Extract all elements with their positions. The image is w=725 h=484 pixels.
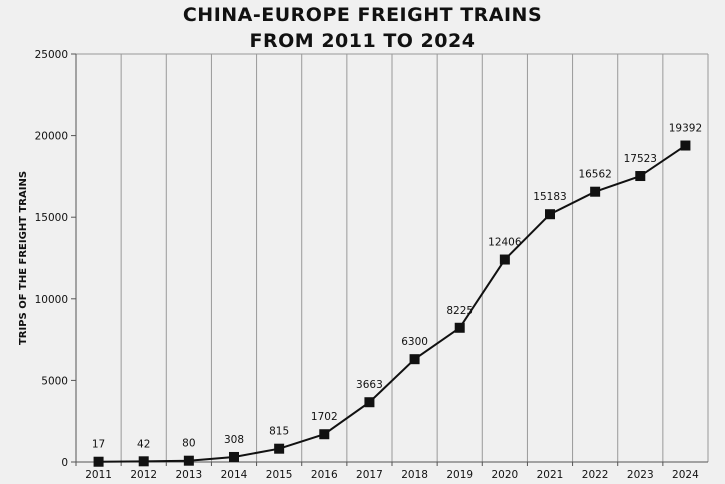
y-tick-label: 15000 (35, 212, 68, 224)
x-tick-label: 2016 (311, 469, 338, 481)
data-label: 42 (137, 438, 150, 450)
data-label: 8225 (446, 305, 473, 317)
data-label: 3663 (356, 379, 383, 391)
data-label: 16562 (578, 169, 611, 181)
series (93, 140, 691, 467)
data-label: 815 (269, 426, 289, 438)
y-tick-label: 25000 (35, 49, 68, 61)
y-tick-label: 5000 (41, 375, 68, 387)
data-point-marker (590, 186, 601, 197)
data-label: 17523 (624, 153, 657, 165)
grid (76, 53, 709, 462)
data-label: 19392 (669, 123, 702, 135)
x-tick-label: 2012 (130, 469, 157, 481)
series-line (98, 144, 686, 463)
data-point-marker (274, 443, 285, 454)
x-tick-label: 2017 (356, 469, 383, 481)
data-point-marker (680, 140, 691, 151)
data-label: 17 (92, 439, 105, 451)
data-point-marker (635, 171, 646, 182)
x-tick-label: 2018 (401, 469, 428, 481)
axes: 0 5000 10000 15000 20000 25000 2011 2012 2013 201… (35, 49, 708, 481)
data-point-marker (409, 354, 420, 365)
data-point-marker (138, 456, 149, 467)
x-tick-label: 2013 (175, 469, 202, 481)
y-axis-label: TRIPS OF THE FREIGHT TRAINS (18, 171, 29, 345)
data-point-marker (499, 254, 510, 265)
data-label: 15183 (533, 191, 566, 203)
data-point-marker (229, 451, 239, 462)
chart-title: CHINA-EUROPE FREIGHT TRAINS FROM 2011 TO… (0, 2, 725, 54)
data-point-marker (545, 209, 555, 220)
data-point-marker (93, 456, 104, 467)
data-label: 12406 (488, 237, 522, 249)
data-label: 80 (182, 438, 195, 450)
data-labels: 17 42 80 308 815 1702 3663 6300 8225 12406 15183 16… (92, 123, 702, 451)
data-point-marker (454, 322, 465, 333)
x-tick-label: 2014 (221, 469, 248, 481)
x-tick-label: 2024 (672, 469, 699, 481)
x-tick-label: 2022 (582, 469, 609, 481)
x-tick-label: 2015 (266, 469, 293, 481)
data-point-marker (183, 455, 194, 466)
data-point-marker (319, 429, 330, 440)
y-tick-label: 20000 (35, 131, 68, 143)
data-label: 308 (224, 434, 244, 446)
x-tick-label: 2019 (446, 469, 473, 481)
x-tick-label: 2023 (627, 469, 654, 481)
data-label: 1702 (311, 411, 338, 423)
x-tick-label: 2020 (491, 469, 518, 481)
chart-title-line-2: FROM 2011 TO 2024 (249, 30, 476, 52)
x-tick-label: 2021 (537, 469, 564, 481)
chart-title-line-1: CHINA-EUROPE FREIGHT TRAINS (182, 4, 543, 26)
y-tick-label: 0 (61, 457, 68, 469)
x-tick-label: 2011 (85, 469, 112, 481)
data-point-marker (364, 397, 375, 408)
y-tick-label: 10000 (35, 294, 68, 306)
data-label: 6300 (401, 336, 428, 348)
